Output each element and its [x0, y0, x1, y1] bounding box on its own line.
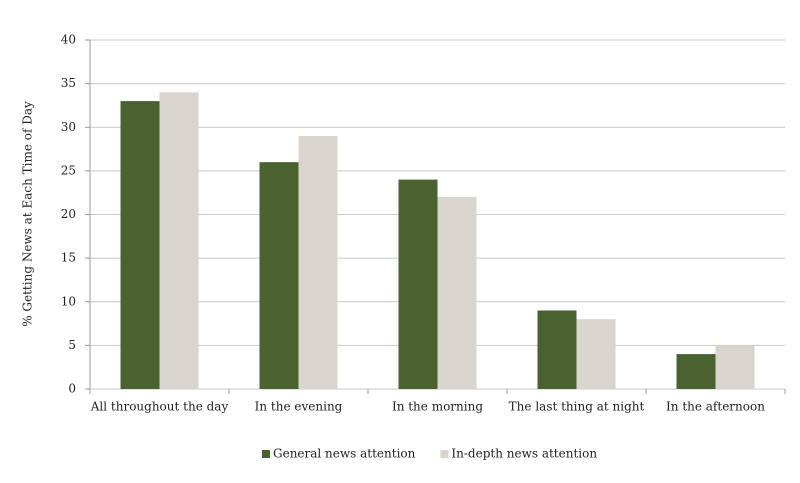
legend-swatch [440, 450, 449, 458]
bar [120, 101, 160, 389]
x-tick-label: In the morning [392, 400, 483, 414]
y-tick-label: 40 [61, 33, 76, 47]
bar [398, 179, 438, 389]
bar [676, 354, 716, 389]
bar [537, 310, 577, 389]
legend-label: General news attention [273, 447, 416, 461]
x-tick-label: In the afternoon [666, 400, 765, 414]
bar [576, 319, 616, 389]
bar [259, 162, 299, 389]
bar [437, 197, 477, 389]
y-axis-label: % Getting News at Each Time of Day [21, 101, 35, 327]
bar [159, 92, 199, 389]
bar [715, 345, 755, 389]
x-tick-label: In the evening [255, 400, 343, 414]
y-tick-label: 20 [61, 207, 76, 221]
legend-swatch [262, 450, 270, 458]
y-tick-label: 30 [61, 120, 76, 134]
x-tick-label: The last thing at night [509, 400, 645, 414]
legend-label: In-depth news attention [451, 447, 597, 461]
y-tick-label: 25 [61, 163, 76, 177]
y-tick-label: 35 [61, 76, 76, 90]
x-tick-label: All throughout the day [90, 400, 229, 414]
y-tick-label: 15 [61, 251, 76, 265]
y-tick-label: 5 [68, 338, 76, 352]
y-tick-label: 0 [68, 382, 76, 396]
bar [298, 135, 338, 389]
y-tick-label: 10 [61, 294, 76, 308]
